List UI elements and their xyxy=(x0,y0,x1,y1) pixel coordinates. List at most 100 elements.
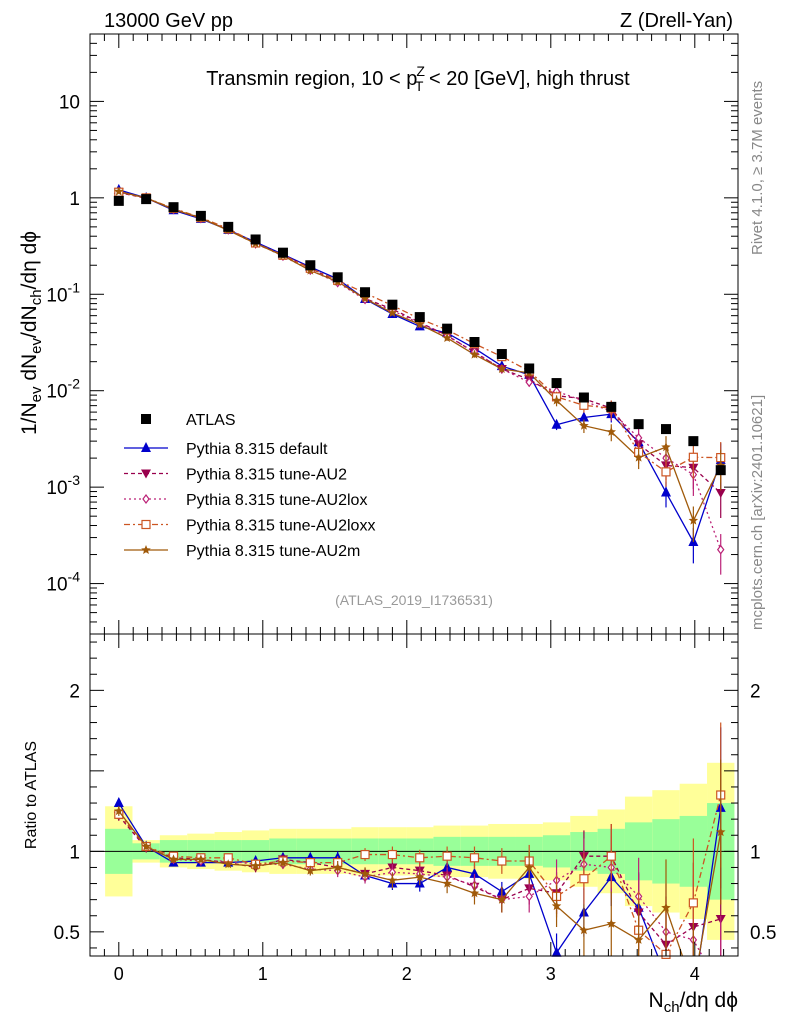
legend-item-series-4: Pythia 8.315 tune-AU2m xyxy=(124,543,360,560)
data-point-atlas xyxy=(469,336,480,347)
legend-marker-series-3 xyxy=(141,519,151,530)
legend-label-series-3: Pythia 8.315 tune-AU2loxx xyxy=(186,518,375,535)
analysis-tag: (ATLAS_2019_I1736531) xyxy=(335,592,493,608)
series-3-point-ratio xyxy=(497,856,507,866)
series-2-point-ratio xyxy=(525,891,533,902)
series-3-point-ratio xyxy=(469,853,480,863)
data-point-atlas xyxy=(277,247,288,258)
data-point-atlas xyxy=(223,221,234,232)
series-4-point-main xyxy=(688,515,699,525)
data-point-atlas xyxy=(633,419,644,430)
legend-label-data: ATLAS xyxy=(186,412,236,429)
x-tick-label: 3 xyxy=(546,964,556,984)
series-4-point-main xyxy=(579,420,589,430)
data-point-atlas xyxy=(168,202,179,213)
data-point-atlas xyxy=(524,363,535,374)
legend-item-series-0: Pythia 8.315 default xyxy=(124,441,328,458)
legend-label-series-0: Pythia 8.315 default xyxy=(186,441,328,458)
series-4-point-ratio xyxy=(442,878,452,888)
series-3-point-main xyxy=(579,400,589,410)
series-4-point-main xyxy=(415,319,425,329)
mcplots-label: mcplots.cern.ch [arXiv:2401.10621] xyxy=(749,395,766,630)
data-point-atlas xyxy=(606,401,617,412)
x-tick-label: 2 xyxy=(402,964,412,984)
series-4-point-main xyxy=(469,349,480,359)
data-point-atlas xyxy=(414,312,425,323)
y-tick-label-ratio: 0.5 xyxy=(54,923,80,944)
data-point-atlas xyxy=(360,287,371,298)
series-3-point-main xyxy=(661,467,671,477)
legend-marker-series-2 xyxy=(142,494,150,504)
series-4-point-ratio xyxy=(469,888,480,898)
series-2-point-main xyxy=(716,544,725,555)
series-4-point-ratio xyxy=(305,865,316,875)
y-tick-label-main: 10-1 xyxy=(46,279,80,306)
legend-marker-series-0 xyxy=(141,442,151,452)
series-4-point-ratio xyxy=(223,859,233,869)
legend-item-data: ATLAS xyxy=(141,412,236,429)
series-4-point-ratio xyxy=(415,872,425,882)
series-4-point-main xyxy=(387,308,398,317)
series-4-point-ratio xyxy=(114,806,124,816)
series-4-point-main xyxy=(442,333,452,342)
data-point-atlas xyxy=(578,392,589,403)
series-4-point-ratio xyxy=(196,854,206,864)
series-4-point-ratio xyxy=(633,934,644,944)
ratio-frame xyxy=(89,633,739,957)
x-tick-label: 1 xyxy=(258,964,268,984)
legend-label-series-4: Pythia 8.315 tune-AU2m xyxy=(186,543,360,560)
data-point-atlas xyxy=(195,210,206,221)
legend-series: Pythia 8.315 default Pythia 8.315 tune-AU… xyxy=(124,441,375,560)
legend-item-series-3: Pythia 8.315 tune-AU2loxx xyxy=(124,518,375,535)
y-axis-label-ratio: Ratio to ATLAS xyxy=(23,741,40,849)
x-axis-label: Nch/dη dϕ xyxy=(649,989,738,1016)
series-0-point-ratio xyxy=(469,867,480,878)
series-1-point-main xyxy=(715,488,726,498)
main-markers xyxy=(113,183,726,575)
data-point-atlas xyxy=(442,323,453,334)
data-point-atlas xyxy=(715,465,726,476)
legend-label-series-2: Pythia 8.315 tune-AU2lox xyxy=(186,492,367,509)
series-4-point-main xyxy=(497,364,507,373)
legend-label-series-1: Pythia 8.315 tune-AU2 xyxy=(186,467,347,484)
series-4-point-ratio xyxy=(497,894,507,904)
chart-title: Transmin region, 10 < pZ T < 20 [GeV], hi… xyxy=(206,63,630,94)
y-tick-label-main: 10-2 xyxy=(46,376,80,403)
y-tick-label-ratio: 1 xyxy=(69,842,80,863)
y-tick-label-main: 10-4 xyxy=(46,569,80,596)
ratio-ticks: 0 1 2 3 4 0.5 0.5 1 1 2 2 xyxy=(54,634,776,984)
series-4-point-ratio xyxy=(524,862,534,872)
header-left: 13000 GeV pp xyxy=(104,10,233,32)
series-3-point-ratio xyxy=(442,851,452,861)
series-0-point-main xyxy=(551,418,562,429)
series-4-point-ratio xyxy=(551,901,562,911)
ratio-panel: 0 1 2 3 4 0.5 0.5 1 1 2 2 xyxy=(54,633,776,984)
data-point-atlas xyxy=(141,194,152,205)
series-1-line-ratio xyxy=(118,815,721,946)
series-2-point-main xyxy=(634,432,643,443)
legend-item-series-2: Pythia 8.315 tune-AU2lox xyxy=(124,492,367,509)
legend-item-series-1: Pythia 8.315 tune-AU2 xyxy=(124,467,347,484)
x-tick-label: 0 xyxy=(114,964,124,984)
data-point-atlas xyxy=(305,260,316,271)
ratio-plot-area xyxy=(113,722,726,959)
y-tick-label-main: 10 xyxy=(59,92,80,113)
series-4-point-ratio xyxy=(168,854,179,864)
series-3-point-ratio xyxy=(606,851,616,861)
legend-marker-series-1 xyxy=(141,469,151,479)
rivet-version-label: Rivet 4.1.0, ≥ 3.7M events xyxy=(749,81,766,255)
data-point-atlas xyxy=(387,299,398,310)
data-point-atlas xyxy=(496,349,507,360)
y-tick-label-ratio-right: 1 xyxy=(750,842,761,863)
data-point-atlas xyxy=(332,272,343,283)
series-3-point-ratio xyxy=(579,874,589,884)
series-4-point-ratio xyxy=(141,841,151,851)
y-tick-label-main: 10-3 xyxy=(46,472,80,499)
data-point-atlas xyxy=(551,378,562,389)
y-tick-label-ratio-right: 2 xyxy=(750,681,761,702)
series-4-point-main xyxy=(551,395,562,405)
series-4-point-ratio xyxy=(360,868,370,878)
series-4-point-ratio xyxy=(579,925,589,935)
series-4-point-ratio xyxy=(661,902,671,912)
main-ticks: 10-4 10-3 10-2 10-1 1 10 xyxy=(46,33,738,635)
